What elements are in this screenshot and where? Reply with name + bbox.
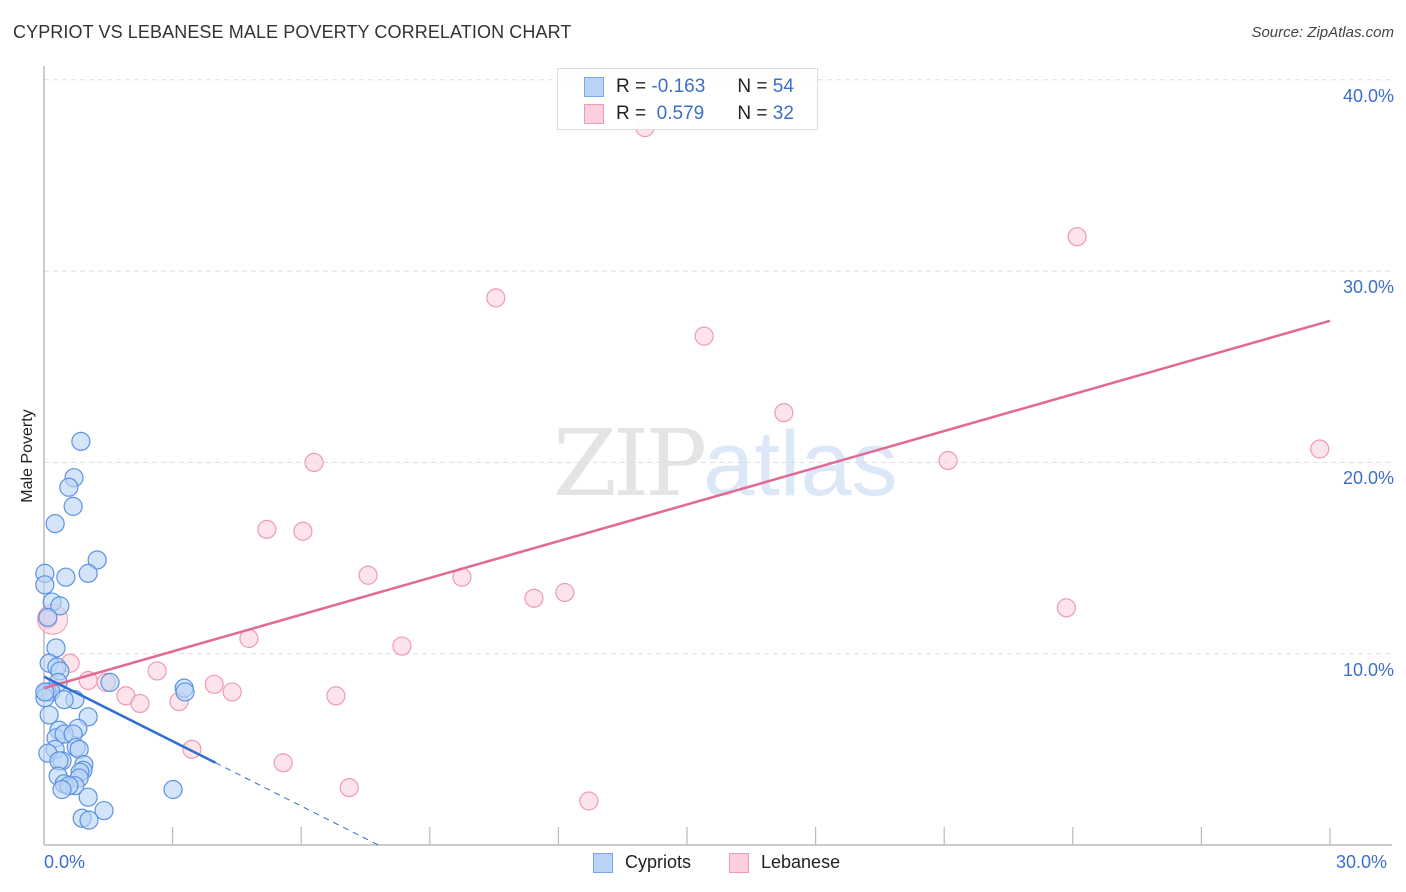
- cypriot-point: [63, 496, 83, 516]
- cypriot-point: [78, 563, 98, 583]
- n-value: 54: [772, 76, 794, 97]
- lebanese-point: [938, 450, 958, 471]
- cypriot-point: [71, 431, 91, 451]
- lebanese-point: [339, 778, 359, 798]
- y-axis-label: Male Poverty: [19, 409, 36, 503]
- axes: [43, 66, 1392, 846]
- x-tick-30: 30.0%: [1336, 852, 1388, 872]
- r-value: -0.163: [651, 76, 706, 97]
- cypriot-point: [56, 567, 76, 587]
- cypriots-swatch: [593, 852, 613, 873]
- cypriot-point: [45, 514, 65, 534]
- y-tick-10: 10.0%: [1342, 660, 1394, 680]
- cypriot-point: [163, 779, 183, 800]
- lebanese-point: [392, 636, 412, 656]
- cypriot-point: [52, 779, 72, 800]
- cypriot-point: [78, 787, 98, 807]
- lebanese-point: [273, 753, 293, 773]
- cypriot-point: [94, 800, 114, 821]
- lebanese-point: [257, 519, 277, 539]
- lebanese-point: [1310, 439, 1330, 459]
- legend-row-cypriots: R = -0.163 N = 54: [584, 75, 794, 99]
- r-label: R =: [616, 103, 647, 124]
- cypriot-point: [175, 682, 195, 702]
- cypriots-trend-line: [43, 675, 217, 764]
- cypriot-point: [38, 607, 58, 627]
- n-value: 32: [772, 103, 794, 124]
- legend-label: Lebanese: [761, 852, 841, 872]
- trend-lines: [43, 319, 1331, 846]
- lebanese-point: [694, 326, 714, 346]
- cypriot-point: [54, 690, 74, 710]
- cypriots-trend-extrapolation: [215, 762, 379, 846]
- cypriots-swatch: [584, 77, 604, 97]
- lebanese-point: [182, 739, 202, 759]
- cypriot-point: [79, 810, 99, 830]
- lebanese-point: [222, 682, 242, 702]
- lebanese-point: [304, 452, 324, 472]
- lebanese-point: [1067, 227, 1087, 247]
- cypriot-point: [100, 672, 120, 692]
- lebanese-points: [37, 118, 1330, 811]
- cypriot-point: [50, 596, 70, 616]
- lebanese-point: [130, 693, 150, 714]
- lebanese-swatch: [584, 104, 604, 124]
- y-tick-20: 20.0%: [1342, 468, 1394, 488]
- lebanese-point: [326, 686, 346, 706]
- cypriot-point: [87, 550, 107, 570]
- r-value: 0.579: [651, 103, 705, 124]
- gridlines: [44, 79, 1392, 655]
- x-tick-0: 0.0%: [44, 852, 86, 872]
- cypriots-points: [35, 431, 195, 830]
- legend-label: Cypriots: [625, 852, 692, 872]
- n-label: N =: [737, 76, 768, 97]
- source-label: Source: ZipAtlas.com: [1251, 24, 1394, 41]
- cypriot-point: [35, 575, 55, 595]
- legend-item-cypriots[interactable]: Cypriots: [593, 852, 691, 873]
- legend-item-lebanese[interactable]: Lebanese: [729, 852, 840, 873]
- cypriot-point: [39, 705, 59, 725]
- y-tick-40: 40.0%: [1342, 86, 1394, 106]
- lebanese-point: [1056, 598, 1076, 618]
- lebanese-point: [204, 674, 224, 694]
- y-tick-30: 30.0%: [1342, 277, 1394, 297]
- lebanese-swatch: [729, 852, 749, 873]
- correlation-legend: R = -0.163 N = 54 R = 0.579 N = 32: [557, 68, 818, 130]
- r-label: R =: [616, 76, 647, 97]
- lebanese-trend-line: [43, 319, 1331, 690]
- lebanese-point: [774, 403, 794, 423]
- n-label: N =: [737, 103, 768, 124]
- lebanese-point: [147, 661, 167, 681]
- legend-row-lebanese: R = 0.579 N = 32: [584, 102, 794, 126]
- lebanese-point: [486, 288, 506, 308]
- lebanese-point: [579, 791, 599, 811]
- lebanese-point: [358, 565, 378, 585]
- lebanese-point: [524, 588, 544, 608]
- cypriot-point: [59, 477, 79, 497]
- lebanese-point: [293, 521, 313, 541]
- lebanese-point: [555, 582, 575, 603]
- chart-title: CYPRIOT VS LEBANESE MALE POVERTY CORRELA…: [13, 22, 572, 42]
